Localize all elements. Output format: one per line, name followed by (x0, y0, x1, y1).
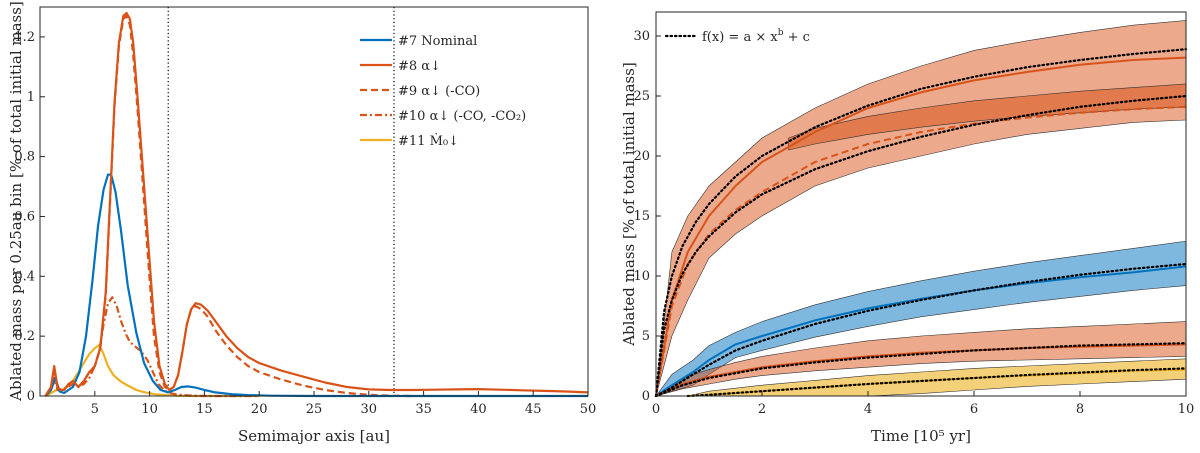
right-fit-line (686, 367, 1188, 398)
right-axes-frame (655, 11, 1187, 397)
legend-label-alpha-co-co2: #10 α↓ (-CO, -CO₂) (398, 109, 526, 124)
right-y-tick-label: 10 (633, 269, 650, 284)
left-x-tick-label: 40 (470, 402, 487, 417)
left-y-axis-title: Ablated mass per 0.25au bin [% of total … (7, 1, 25, 402)
right-y-tick-label: 25 (633, 89, 650, 104)
legend-label-mdot: #11 Ṁ₀↓ (398, 132, 459, 149)
left-x-tick-label: 5 (91, 402, 99, 417)
right-series-line (655, 105, 1187, 397)
left-series-line (44, 173, 588, 398)
right-y-tick-label: 15 (633, 209, 650, 224)
left-plot-background (40, 7, 588, 396)
right-x-axis-title: Time [10⁵ yr] (871, 427, 971, 445)
legend-label-alpha-co: #9 α↓ (-CO) (398, 84, 480, 99)
left-x-tick-label: 45 (525, 402, 542, 417)
fit-formula-lhs: f(x) = a × x (702, 30, 778, 45)
left-series-group (44, 11, 589, 398)
left-y-tick-label: 0 (27, 389, 35, 404)
fit-formula-exponent: b (778, 28, 784, 38)
left-series-line (44, 14, 413, 398)
right-fit-line (654, 262, 1188, 398)
left-x-tick-label: 10 (141, 402, 158, 417)
right-series-line (655, 56, 1187, 397)
right-series-group (654, 48, 1188, 398)
right-x-tick-label: 8 (1076, 402, 1084, 417)
right-y-tick-label: 30 (633, 29, 650, 44)
right-fit-line (654, 48, 1188, 398)
fit-formula-rhs: + c (783, 30, 809, 45)
left-y-tick-label: 1 (27, 90, 35, 105)
left-legend: #7 Nominal #8 α↓ #9 α↓ (-CO) #10 α↓ (-CO… (360, 34, 526, 149)
left-series-line (44, 296, 260, 398)
left-x-axis-title: Semimajor axis [au] (238, 427, 390, 445)
right-series-line (655, 265, 1187, 397)
right-y-tick-label: 5 (642, 329, 650, 344)
right-fit-line (654, 94, 1188, 398)
left-chart: 5 10 15 20 25 30 35 40 45 50 0 0.2 0.4 0.6 0.8 1 1.2 Sem… (7, 1, 596, 445)
left-x-tick-label: 20 (251, 402, 268, 417)
legend-label-fit: f(x) = a × xb + c (702, 28, 810, 45)
right-y-axis-title: Ablated mass [% of total initial mass] (620, 62, 638, 347)
right-x-tick-label: 4 (864, 402, 872, 417)
left-ticks: 5 10 15 20 25 30 35 40 45 50 0 0.2 0.4 0.6 0.8 1 1.2 (14, 30, 596, 417)
left-x-tick-label: 35 (415, 402, 432, 417)
right-chart: 0 2 4 6 8 10 0 5 10 15 20 25 30 Time [10⁵ yr] Ablate… (620, 11, 1194, 445)
right-x-tick-label: 0 (652, 402, 660, 417)
legend-label-alpha: #8 α↓ (398, 59, 441, 74)
left-x-tick-label: 15 (196, 402, 213, 417)
left-x-tick-label: 25 (306, 402, 323, 417)
left-y-tick-label: 0.4 (14, 269, 35, 284)
left-y-tick-label: 0.8 (14, 150, 35, 165)
right-x-tick-label: 6 (970, 402, 978, 417)
right-y-tick-label: 20 (633, 149, 650, 164)
left-y-tick-label: 0.2 (14, 329, 35, 344)
right-legend: f(x) = a × xb + c (664, 28, 810, 45)
left-y-tick-label: 0.6 (14, 209, 35, 224)
left-x-tick-label: 30 (361, 402, 378, 417)
legend-label-nominal: #7 Nominal (398, 34, 477, 49)
left-series-line (44, 11, 589, 397)
right-x-tick-label: 10 (1178, 402, 1195, 417)
right-ticks: 0 2 4 6 8 10 0 5 10 15 20 25 30 (633, 29, 1194, 417)
left-x-tick-label: 50 (580, 402, 597, 417)
left-y-tick-label: 1.2 (14, 30, 35, 45)
right-fit-line (654, 342, 1188, 398)
right-series-line (655, 343, 1187, 397)
right-y-tick-label: 0 (642, 389, 650, 404)
right-x-tick-label: 2 (758, 402, 766, 417)
